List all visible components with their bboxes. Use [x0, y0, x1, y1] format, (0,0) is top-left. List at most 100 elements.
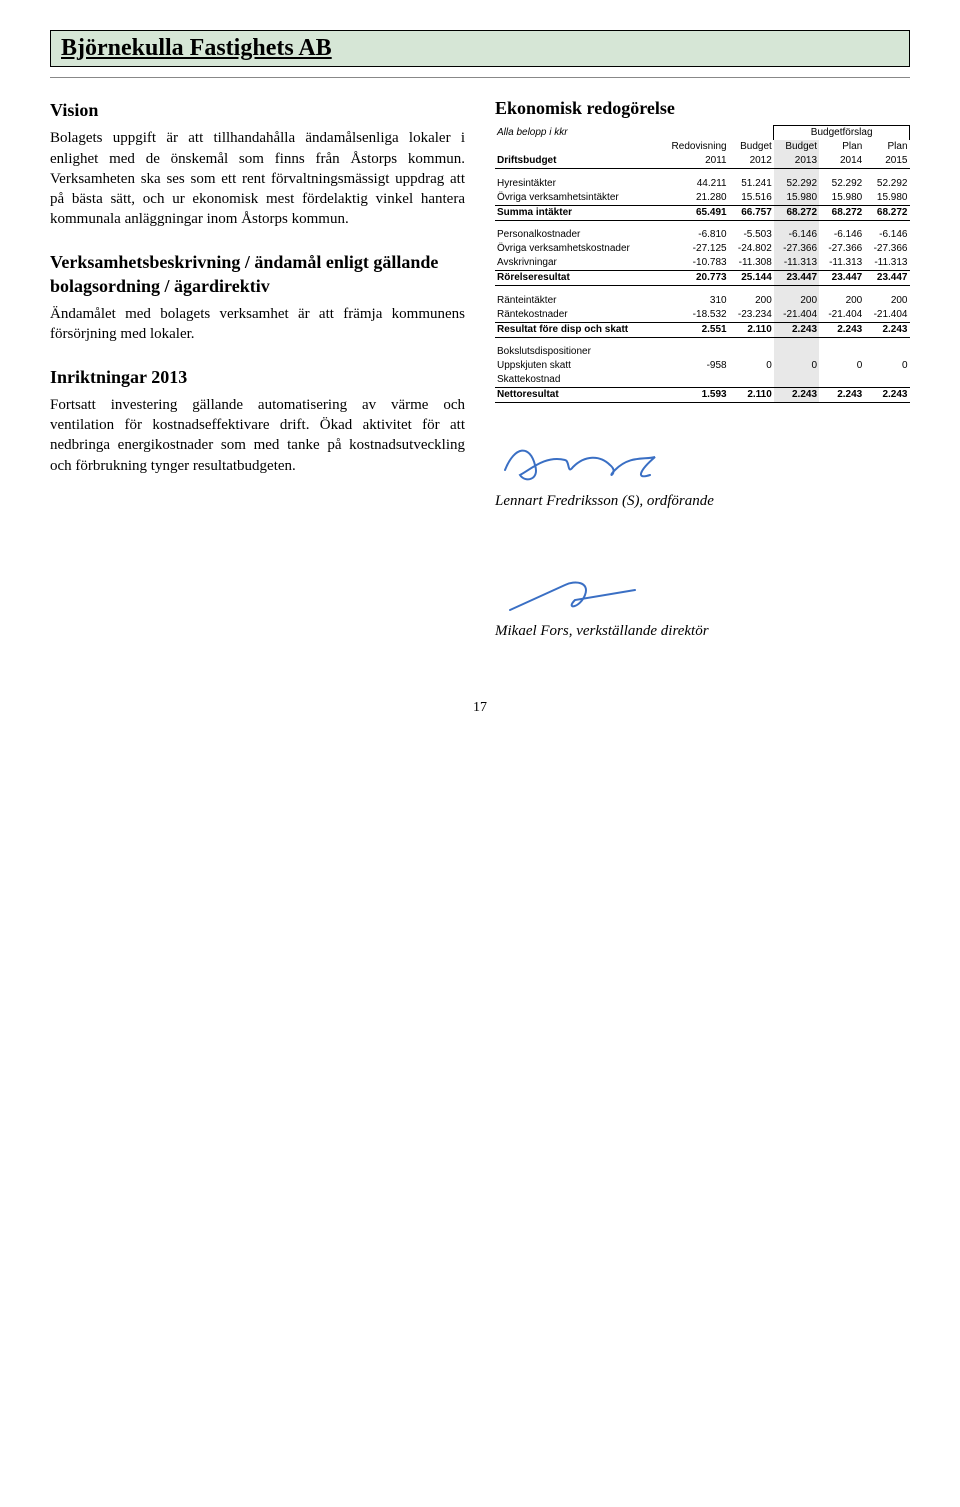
cell: 21.280: [658, 191, 728, 206]
cell: 44.211: [658, 177, 728, 191]
cell: 68.272: [864, 205, 909, 220]
col-label: Budget: [729, 140, 774, 154]
table-row: Personalkostnader -6.810 -5.503 -6.146 -…: [495, 228, 910, 242]
year-label: 2013: [774, 154, 819, 169]
verksamhet-section: Verksamhetsbeskrivning / ändamål enligt …: [50, 250, 465, 345]
cell: -11.313: [819, 256, 864, 271]
cell: 200: [864, 294, 909, 308]
cell: 0: [864, 359, 909, 373]
cell: 68.272: [774, 205, 819, 220]
row-label: Rörelseresultat: [495, 271, 658, 286]
signature-icon: [495, 570, 655, 620]
table-row: Uppskjuten skatt -958 0 0 0 0: [495, 359, 910, 373]
table-row: Redovisning Budget Budget Plan Plan: [495, 140, 910, 154]
cell: 52.292: [819, 177, 864, 191]
vision-text: Bolagets uppgift är att tillhandahålla ä…: [50, 128, 465, 229]
cell: -21.404: [774, 308, 819, 323]
table-row: Övriga verksamhetskostnader -27.125 -24.…: [495, 242, 910, 256]
signature-icon: [495, 435, 695, 490]
cell: 65.491: [658, 205, 728, 220]
row-label: Personalkostnader: [495, 228, 658, 242]
table-row: Alla belopp i kkr Budgetförslag: [495, 126, 910, 141]
vision-section: Vision Bolagets uppgift är att tillhanda…: [50, 98, 465, 230]
cell: 23.447: [774, 271, 819, 286]
cell: 0: [774, 359, 819, 373]
cell: 2.243: [864, 322, 909, 337]
row-label: Uppskjuten skatt: [495, 359, 658, 373]
table-row: [495, 220, 910, 228]
cell: -11.313: [774, 256, 819, 271]
table-row: Ränteintäkter 310 200 200 200 200: [495, 294, 910, 308]
year-label: 2011: [658, 154, 728, 169]
cell: -23.234: [729, 308, 774, 323]
table-row: Skattekostnad: [495, 373, 910, 388]
table-row: [495, 337, 910, 345]
all-amounts-note: Alla belopp i kkr: [495, 126, 658, 141]
year-label: 2012: [729, 154, 774, 169]
verksamhet-heading: Verksamhetsbeskrivning / ändamål enligt …: [50, 250, 465, 299]
row-label: Avskrivningar: [495, 256, 658, 271]
row-label: Nettoresultat: [495, 388, 658, 403]
cell: 2.551: [658, 322, 728, 337]
cell: -11.313: [864, 256, 909, 271]
cell: 2.243: [774, 322, 819, 337]
cell: 15.980: [864, 191, 909, 206]
cell: 310: [658, 294, 728, 308]
table-row: Resultat före disp och skatt 2.551 2.110…: [495, 322, 910, 337]
cell: 2.110: [729, 388, 774, 403]
budgetforslag-header: Budgetförslag: [774, 126, 910, 141]
cell: 200: [774, 294, 819, 308]
table-row: Nettoresultat 1.593 2.110 2.243 2.243 2.…: [495, 388, 910, 403]
col-label: Plan: [864, 140, 909, 154]
cell: 0: [729, 359, 774, 373]
inriktningar-section: Inriktningar 2013 Fortsatt investering g…: [50, 365, 465, 476]
cell: -6.146: [774, 228, 819, 242]
signature-block-1: Lennart Fredriksson (S), ordförande: [495, 435, 910, 510]
right-column: Ekonomisk redogörelse Alla belopp i kkr …: [495, 98, 910, 640]
cell: 2.110: [729, 322, 774, 337]
row-label: Hyresintäkter: [495, 177, 658, 191]
cell: -6.146: [819, 228, 864, 242]
driftsbudget-label: Driftsbudget: [495, 154, 658, 169]
inriktningar-heading: Inriktningar 2013: [50, 365, 465, 389]
cell: 20.773: [658, 271, 728, 286]
cell: 2.243: [864, 388, 909, 403]
cell: 2.243: [819, 388, 864, 403]
cell: -27.366: [819, 242, 864, 256]
cell: 15.516: [729, 191, 774, 206]
cell: 200: [819, 294, 864, 308]
year-label: 2014: [819, 154, 864, 169]
table-row: Hyresintäkter 44.211 51.241 52.292 52.29…: [495, 177, 910, 191]
cell: -27.366: [864, 242, 909, 256]
cell: 25.144: [729, 271, 774, 286]
cell: -5.503: [729, 228, 774, 242]
cell: 15.980: [819, 191, 864, 206]
verksamhet-text: Ändamålet med bolagets verksamhet är att…: [50, 304, 465, 345]
cell: -958: [658, 359, 728, 373]
cell: 2.243: [774, 388, 819, 403]
title-divider: [50, 77, 910, 78]
left-column: Vision Bolagets uppgift är att tillhanda…: [50, 98, 465, 640]
cell: 52.292: [864, 177, 909, 191]
cell: -27.366: [774, 242, 819, 256]
ekonomisk-heading: Ekonomisk redogörelse: [495, 98, 910, 119]
year-label: 2015: [864, 154, 909, 169]
table-row: Avskrivningar -10.783 -11.308 -11.313 -1…: [495, 256, 910, 271]
row-label: Ränteintäkter: [495, 294, 658, 308]
inriktningar-text: Fortsatt investering gällande automatise…: [50, 395, 465, 476]
cell: 52.292: [774, 177, 819, 191]
cell: -24.802: [729, 242, 774, 256]
cell: 200: [729, 294, 774, 308]
cell: -11.308: [729, 256, 774, 271]
table-row: Rörelseresultat 20.773 25.144 23.447 23.…: [495, 271, 910, 286]
row-label: Övriga verksamhetsintäkter: [495, 191, 658, 206]
row-label: Bokslutsdispositioner: [495, 345, 658, 359]
cell: -10.783: [658, 256, 728, 271]
cell: -6.146: [864, 228, 909, 242]
col-label: Budget: [774, 140, 819, 154]
col-label: Redovisning: [658, 140, 728, 154]
cell: 15.980: [774, 191, 819, 206]
cell: -27.125: [658, 242, 728, 256]
signature-block-2: Mikael Fors, verkställande direktör: [495, 570, 910, 640]
cell: 68.272: [819, 205, 864, 220]
